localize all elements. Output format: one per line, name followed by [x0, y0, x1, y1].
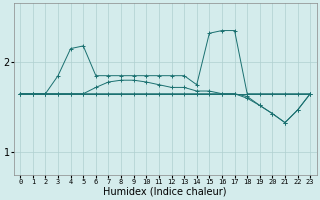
X-axis label: Humidex (Indice chaleur): Humidex (Indice chaleur) — [103, 187, 227, 197]
